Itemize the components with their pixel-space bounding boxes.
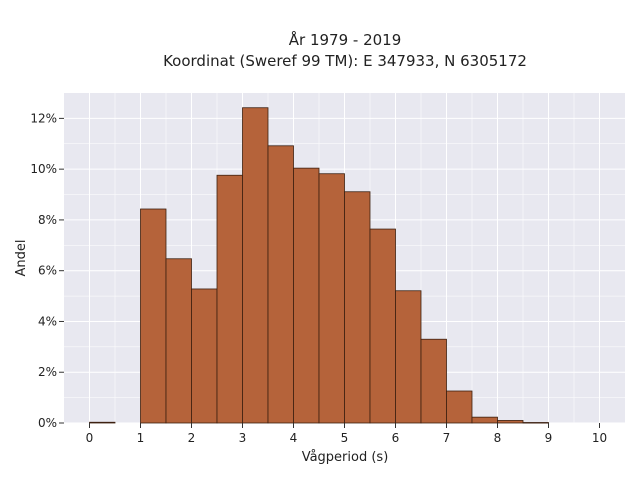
x-tick-label: 4 — [290, 431, 298, 445]
histogram-bar — [140, 208, 167, 424]
histogram-bar — [369, 228, 396, 424]
y-tick-label: 10% — [30, 162, 57, 176]
y-axis-label: Andel — [14, 240, 29, 277]
histogram-bar — [242, 107, 269, 424]
y-tick-label: 6% — [38, 264, 57, 278]
x-axis-ticks: 0 1 2 3 4 5 6 7 8 9 10 — [86, 423, 607, 445]
x-axis-label: Vågperiod (s) — [302, 450, 389, 465]
y-axis-ticks: 0% 2% 4% 6% 8% 10% 12% — [30, 111, 64, 430]
y-tick-label: 2% — [38, 365, 57, 379]
histogram-bar — [344, 191, 371, 424]
histogram-bar — [293, 167, 320, 424]
chart-title: År 1979 - 2019 — [289, 30, 402, 49]
histogram-bar — [89, 421, 116, 424]
histogram-bar — [446, 390, 473, 424]
x-tick-label: 10 — [592, 431, 607, 445]
histogram-bar — [267, 145, 294, 424]
histogram-bar — [395, 290, 422, 424]
histogram-bar — [165, 258, 192, 424]
x-tick-label: 8 — [494, 431, 502, 445]
x-tick-label: 6 — [392, 431, 400, 445]
x-tick-label: 0 — [86, 431, 94, 445]
x-tick-label: 5 — [341, 431, 349, 445]
x-tick-label: 3 — [239, 431, 247, 445]
histogram-bar — [522, 422, 549, 424]
histogram-bar — [191, 288, 218, 424]
histogram-bar — [497, 420, 524, 424]
x-tick-label: 7 — [443, 431, 451, 445]
y-tick-label: 0% — [38, 416, 57, 430]
y-tick-label: 8% — [38, 213, 57, 227]
x-tick-label: 1 — [137, 431, 145, 445]
histogram-bar — [216, 174, 243, 424]
bars — [89, 107, 549, 424]
x-tick-label: 2 — [188, 431, 196, 445]
chart-subtitle: Koordinat (Sweref 99 TM): E 347933, N 63… — [163, 52, 527, 70]
histogram-bar — [471, 416, 498, 424]
histogram-bar — [318, 173, 345, 424]
x-tick-label: 9 — [545, 431, 553, 445]
y-tick-label: 4% — [38, 314, 57, 328]
histogram-bar — [420, 338, 447, 424]
y-tick-label: 12% — [30, 111, 57, 125]
